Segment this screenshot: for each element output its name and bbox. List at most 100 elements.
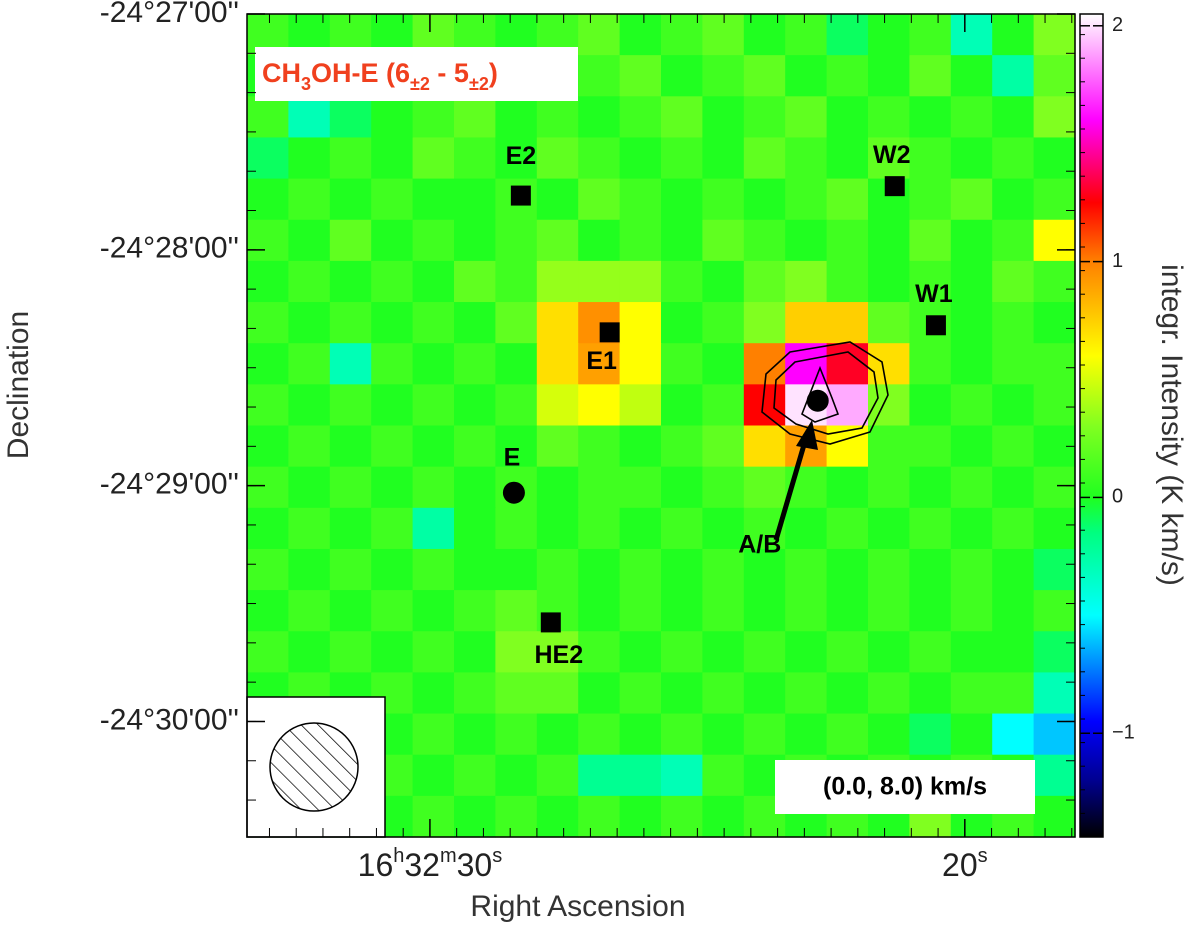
- source-marker: [510, 185, 531, 206]
- cell: [826, 672, 869, 715]
- cell: [247, 219, 289, 262]
- overlay: CH3OH-E (6±2 - 5±2) (0.0, 8.0) km/s: [246, 47, 1035, 838]
- cell: [950, 219, 993, 262]
- cell: [619, 425, 662, 468]
- cell: [992, 590, 1035, 632]
- cell: [909, 55, 952, 97]
- cell: [950, 631, 993, 673]
- cell: [536, 302, 579, 344]
- cell: [329, 466, 372, 509]
- cell: [992, 466, 1035, 509]
- cell: [702, 631, 745, 673]
- cell: [495, 713, 538, 756]
- cell: [329, 178, 372, 221]
- cell: [329, 548, 372, 591]
- cell: [909, 507, 952, 550]
- cell: [454, 343, 496, 385]
- cell: [536, 137, 579, 180]
- cell: [578, 631, 621, 673]
- cell: [909, 631, 952, 673]
- cell: [950, 507, 993, 550]
- cell: [702, 590, 745, 632]
- cell: [288, 178, 331, 221]
- colorbar-tick-label: 1: [1112, 250, 1123, 272]
- cell: [454, 507, 496, 550]
- cell: [247, 137, 289, 180]
- cell: [785, 672, 828, 715]
- cell: [536, 96, 579, 139]
- cell: [950, 384, 993, 427]
- cell: [826, 548, 869, 591]
- cell: [992, 631, 1035, 673]
- cell: [1033, 55, 1076, 97]
- source-marker: [925, 315, 946, 336]
- y-tick-label: -24°30'00'': [100, 703, 239, 736]
- cell: [785, 14, 828, 56]
- cell: [495, 590, 538, 632]
- cell: [288, 631, 331, 673]
- cell: [909, 713, 952, 756]
- cell: [950, 14, 993, 56]
- cell: [454, 302, 496, 344]
- cell: [661, 343, 703, 385]
- cell: [992, 219, 1035, 262]
- cell: [619, 384, 662, 427]
- cell: [247, 631, 289, 673]
- cell: [412, 548, 455, 591]
- cell: [578, 713, 621, 756]
- cell: [1033, 343, 1076, 385]
- cell: [329, 137, 372, 180]
- cell: [329, 631, 372, 673]
- cell: [702, 302, 745, 344]
- cell: [578, 137, 621, 180]
- cell: [619, 548, 662, 591]
- colorbar: [1079, 13, 1104, 838]
- cell: [909, 466, 952, 509]
- colorbar-tick-label: 2: [1112, 14, 1123, 36]
- source-marker: [884, 176, 905, 197]
- cell: [868, 55, 910, 97]
- cell: [329, 590, 372, 632]
- cell: [578, 178, 621, 221]
- cell: [992, 343, 1035, 385]
- cell: [1033, 795, 1076, 838]
- cell: [950, 96, 993, 139]
- cell: [288, 548, 331, 591]
- cell: [743, 590, 786, 632]
- cell: [495, 137, 538, 180]
- cell: [992, 14, 1035, 56]
- cell: [288, 219, 331, 262]
- cell: [288, 260, 331, 303]
- cell: [619, 795, 662, 838]
- cell: [868, 14, 910, 56]
- cell: [950, 672, 993, 715]
- cell: [495, 219, 538, 262]
- cell: [909, 14, 952, 56]
- cell: [826, 425, 869, 468]
- cell: [454, 260, 496, 303]
- title-box: [255, 47, 578, 101]
- cell: [578, 754, 621, 797]
- cell: [743, 631, 786, 673]
- cell: [950, 425, 993, 468]
- cell: [702, 343, 745, 385]
- cell: [909, 178, 952, 221]
- cell: [536, 672, 579, 715]
- cell: [702, 219, 745, 262]
- cell: [454, 219, 496, 262]
- cell: [702, 55, 745, 97]
- cell: [992, 425, 1035, 468]
- cell: [785, 55, 828, 97]
- cell: [412, 590, 455, 632]
- cell: [1033, 260, 1076, 303]
- cell: [412, 219, 455, 262]
- cell: [661, 55, 703, 97]
- cell: [950, 713, 993, 756]
- cell: [371, 260, 414, 303]
- cell: [826, 466, 869, 509]
- cell: [909, 137, 952, 180]
- cell: [743, 219, 786, 262]
- cell: [288, 302, 331, 344]
- cell: [702, 754, 745, 797]
- cell: [661, 96, 703, 139]
